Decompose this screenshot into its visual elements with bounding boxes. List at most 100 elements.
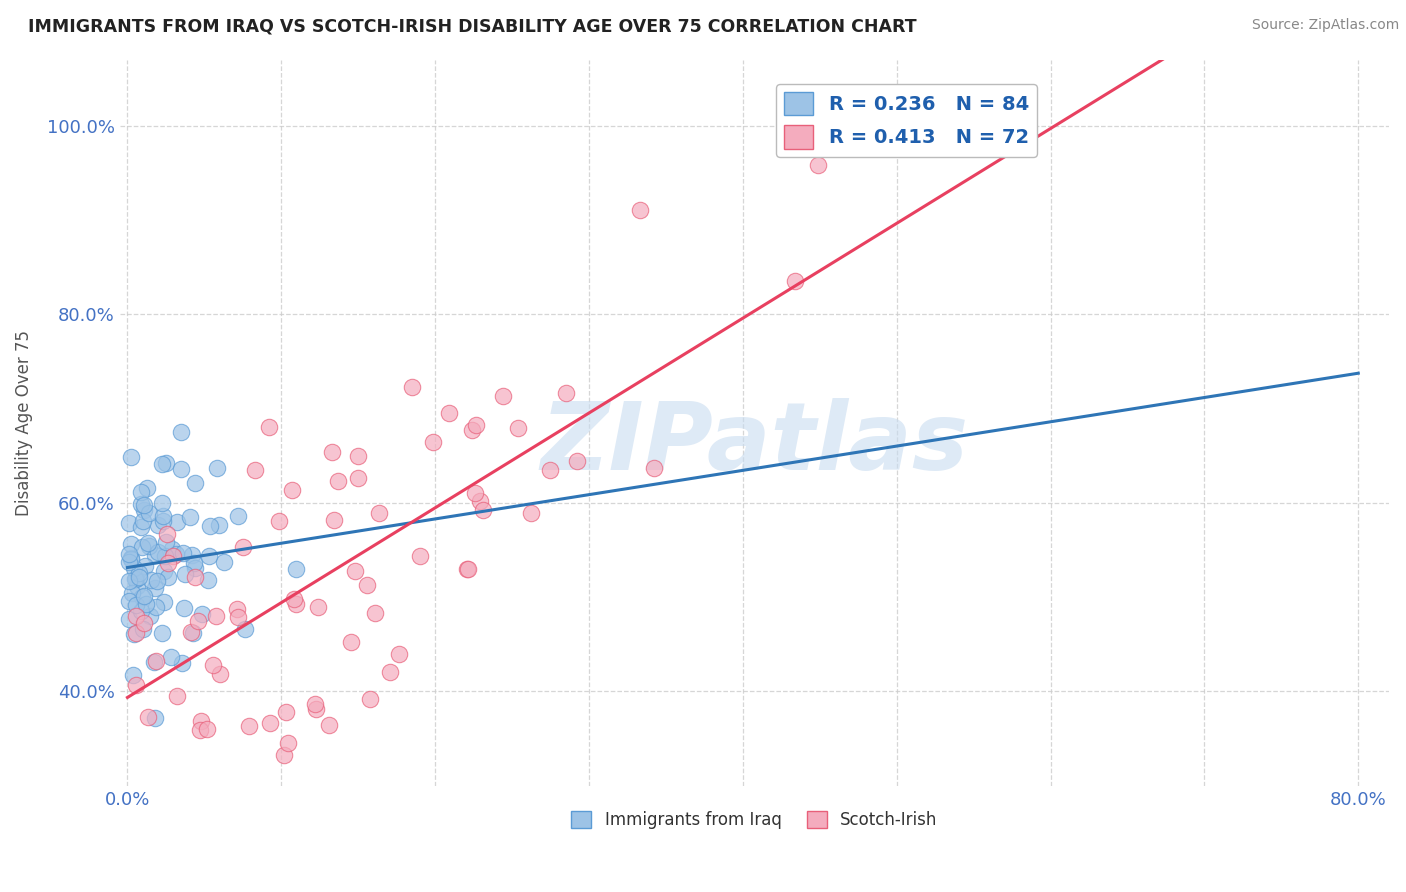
Point (132, 498, 155, 512)
Point (285, 562, 308, 576)
Point (304, 702, 326, 716)
Text: Source: ZipAtlas.com: Source: ZipAtlas.com (1251, 18, 1399, 32)
Point (187, 615, 209, 629)
Point (173, 600, 195, 615)
Point (166, 516, 188, 530)
Point (153, 595, 176, 609)
Point (208, 666, 231, 681)
Point (135, 597, 157, 611)
Point (129, 520, 152, 534)
Point (169, 461, 191, 475)
Point (143, 581, 166, 595)
Point (159, 650, 181, 665)
Point (173, 567, 195, 582)
Point (139, 609, 162, 624)
Point (156, 527, 179, 541)
Point (346, 449, 368, 463)
Point (212, 556, 235, 570)
Point (143, 548, 166, 562)
Point (461, 423, 484, 437)
Point (307, 600, 329, 615)
Point (326, 474, 349, 488)
Point (118, 555, 141, 569)
Point (120, 537, 142, 551)
Point (132, 503, 155, 517)
Point (132, 616, 155, 631)
Point (276, 705, 298, 719)
Point (346, 470, 368, 484)
Point (235, 623, 257, 637)
Point (195, 722, 218, 736)
Point (191, 607, 214, 621)
Point (129, 604, 152, 618)
Point (146, 574, 169, 589)
Point (156, 570, 179, 584)
Point (285, 597, 308, 611)
Point (304, 697, 326, 711)
Point (146, 545, 169, 559)
Point (228, 508, 250, 523)
Point (456, 562, 478, 576)
Point (152, 457, 174, 471)
Point (135, 481, 157, 495)
Point (343, 564, 366, 578)
Point (198, 549, 221, 564)
Point (157, 556, 180, 570)
Point (643, 460, 665, 475)
Point (118, 593, 141, 607)
Point (359, 691, 381, 706)
Point (364, 607, 387, 621)
Point (356, 577, 378, 591)
Point (172, 546, 194, 560)
Point (267, 514, 290, 528)
Point (120, 450, 142, 464)
Point (259, 420, 281, 434)
Text: IMMIGRANTS FROM IRAQ VS SCOTCH-IRISH DISABILITY AGE OVER 75 CORRELATION CHART: IMMIGRANTS FROM IRAQ VS SCOTCH-IRISH DIS… (28, 18, 917, 36)
Point (783, 274, 806, 288)
Point (184, 570, 207, 584)
Point (118, 547, 141, 561)
Point (180, 625, 202, 640)
Point (134, 558, 156, 573)
Point (318, 718, 340, 732)
Point (143, 711, 166, 725)
Point (145, 654, 167, 668)
Point (538, 463, 561, 477)
Point (155, 549, 177, 563)
Point (184, 561, 207, 575)
Point (125, 609, 148, 624)
Point (807, 158, 830, 172)
Point (464, 485, 486, 500)
Point (506, 421, 529, 435)
Point (131, 514, 153, 528)
Point (283, 592, 305, 607)
Point (160, 542, 183, 557)
Point (128, 566, 150, 580)
Point (127, 579, 149, 593)
Point (118, 516, 141, 530)
Point (437, 406, 460, 420)
Point (628, 203, 651, 218)
Point (125, 598, 148, 612)
Point (422, 435, 444, 450)
Point (208, 518, 231, 533)
Point (238, 719, 260, 733)
Point (190, 714, 212, 729)
Point (226, 609, 249, 624)
Point (146, 517, 169, 532)
Point (179, 509, 201, 524)
Point (464, 417, 486, 432)
Point (139, 574, 162, 588)
Point (401, 380, 423, 394)
Point (205, 461, 228, 475)
Point (131, 541, 153, 555)
Point (131, 484, 153, 499)
Point (188, 723, 211, 737)
Point (226, 602, 249, 616)
Point (323, 513, 346, 527)
Text: ZIPatlas: ZIPatlas (540, 399, 969, 491)
Point (153, 564, 176, 578)
Point (205, 608, 228, 623)
Point (378, 665, 401, 679)
Point (152, 515, 174, 529)
